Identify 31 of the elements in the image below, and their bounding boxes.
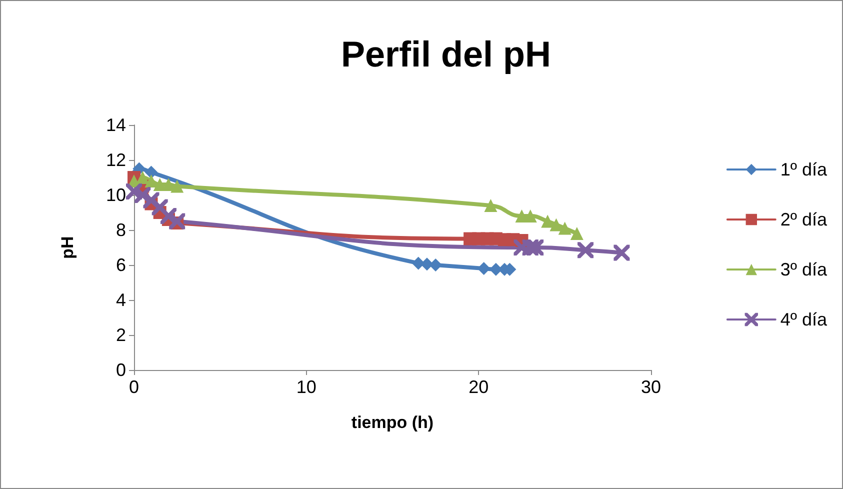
chart-title: Perfil del pH [340, 34, 552, 74]
x-axis-title: tiempo (h) [351, 413, 434, 432]
y-tick-label: 10 [106, 185, 126, 205]
x-tick-label: 10 [296, 377, 316, 397]
y-tick-label: 12 [106, 150, 126, 170]
point [550, 218, 563, 232]
y-tick-label: 14 [106, 115, 126, 135]
point [144, 166, 158, 179]
point [144, 174, 158, 188]
point [484, 199, 498, 212]
point [558, 222, 572, 235]
x-tick-label: 0 [128, 377, 140, 397]
legend-label: 3º día [780, 260, 828, 280]
point [136, 171, 150, 184]
x-tick-label: 20 [468, 377, 489, 397]
y-tick-label: 8 [116, 220, 126, 240]
point [477, 262, 490, 275]
y-axis-title: pH [58, 236, 77, 259]
y-tick-label: 6 [116, 255, 126, 275]
x-tick-label: 30 [640, 377, 662, 397]
legend-label: 4º día [780, 310, 828, 330]
legend-label: 2º día [780, 210, 828, 230]
y-tick-label: 4 [116, 290, 126, 310]
point [170, 180, 184, 193]
point [429, 258, 442, 272]
point [420, 258, 434, 271]
point [541, 214, 554, 228]
legend-label: 1º día [780, 160, 828, 180]
point [570, 227, 584, 240]
y-tick-label: 2 [116, 325, 126, 345]
y-tick-label: 0 [116, 360, 126, 380]
